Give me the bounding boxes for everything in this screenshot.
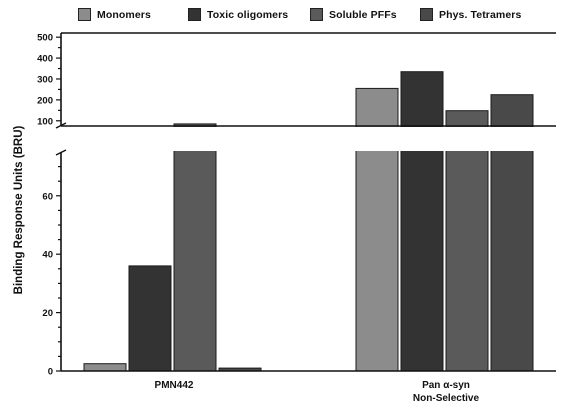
axis-break-mark-lower (55, 149, 67, 156)
chart-legend: Monomers Toxic oligomers Soluble PFFs Ph… (78, 8, 558, 26)
bar-monomers-0 (83, 363, 127, 372)
legend-item-phys-tetramers: Phys. Tetramers (420, 8, 521, 21)
axis-break-gap (62, 127, 557, 151)
legend-item-soluble-pffs: Soluble PFFs (310, 8, 397, 21)
y-tick-label-500: 500 (37, 33, 53, 44)
legend-label-soluble-pffs: Soluble PFFs (329, 8, 397, 21)
bar-toxic-oligomers-0 (128, 265, 172, 372)
legend-label-phys-tetramers: Phys. Tetramers (439, 8, 522, 21)
bar-soluble-pffs-0 (173, 123, 217, 372)
y-tick-label-300: 300 (37, 74, 53, 85)
legend-label-monomers: Monomers (97, 8, 151, 21)
y-axis-label: Binding Response Units (BRU) (13, 126, 25, 295)
axis-break-mark-upper (55, 122, 67, 129)
legend-swatch-phys-tetramers (420, 8, 433, 21)
x-tick-label-0-line-0: PMN442 (155, 380, 194, 391)
legend-swatch-monomers (78, 8, 91, 21)
legend-label-toxic-oligomers: Toxic oligomers (207, 8, 289, 21)
legend-swatch-soluble-pffs (310, 8, 323, 21)
legend-swatch-toxic-oligomers (188, 8, 201, 21)
legend-item-monomers: Monomers (78, 8, 151, 21)
y-tick-label-100: 100 (37, 116, 53, 127)
bar-toxic-oligomers-1 (400, 71, 444, 372)
x-tick-label-1-line-1: Non-Selective (413, 393, 480, 404)
y-tick-label-200: 200 (37, 95, 53, 106)
y-tick-label-60: 60 (42, 191, 53, 202)
y-tick-label-20: 20 (42, 308, 53, 319)
legend-item-toxic-oligomers: Toxic oligomers (188, 8, 288, 21)
x-tick-label-1-line-0: Pan α-syn (422, 380, 470, 391)
y-tick-label-40: 40 (42, 250, 53, 261)
y-tick-label-400: 400 (37, 54, 53, 65)
y-tick-label-0: 0 (48, 367, 53, 378)
